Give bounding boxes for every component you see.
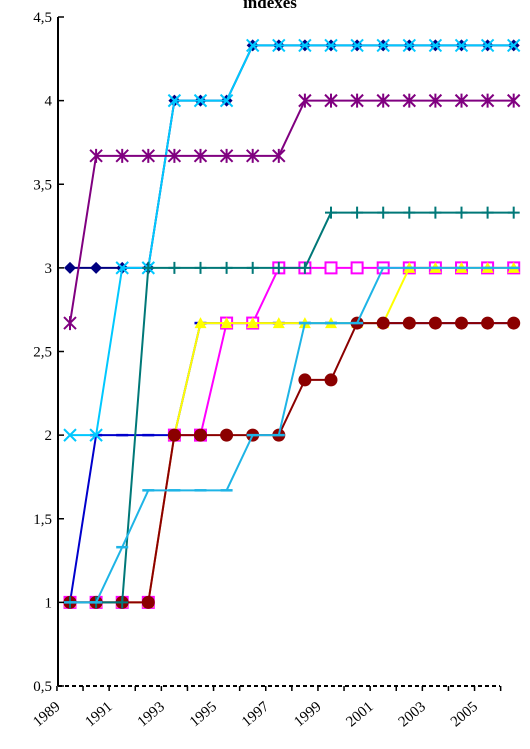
data-point [350, 93, 364, 108]
data-point [428, 93, 443, 108]
data-point [507, 316, 521, 330]
x-tick-label: 1993 [135, 699, 168, 731]
data-point [350, 261, 364, 275]
series-line [69, 99, 514, 324]
x-tick-label: 1991 [82, 699, 115, 731]
y-tick-label: 4 [45, 94, 53, 110]
data-point [193, 93, 208, 108]
data-point [506, 93, 521, 108]
data-point [219, 93, 234, 108]
y-tick-label: 1 [45, 595, 53, 611]
data-point [298, 373, 312, 387]
data-point [167, 93, 182, 108]
data-point [429, 206, 442, 219]
chart-title: indexes [243, 0, 297, 12]
data-point [480, 93, 495, 108]
x-tick-label: 1995 [187, 699, 220, 731]
y-tick-label: 1,5 [33, 512, 52, 528]
data-point [141, 148, 156, 163]
data-point [481, 316, 495, 330]
data-point [455, 206, 468, 219]
y-tick-label: 3 [45, 261, 53, 277]
data-point [272, 317, 285, 329]
data-point [402, 316, 416, 330]
data-point [141, 595, 155, 609]
data-point [220, 317, 233, 329]
data-point [376, 93, 390, 108]
data-point [428, 316, 442, 330]
data-point [194, 428, 207, 442]
data-point [64, 261, 76, 274]
data-point [89, 428, 103, 442]
data-point [376, 38, 390, 53]
data-point [220, 261, 233, 274]
data-point [194, 317, 207, 329]
series-9 [64, 266, 520, 604]
data-point [89, 148, 103, 163]
y-tick-label: 2 [45, 428, 53, 444]
data-point [167, 148, 182, 163]
data-point [507, 206, 520, 219]
data-point [298, 38, 312, 53]
data-point [324, 373, 338, 387]
series-7 [63, 316, 521, 609]
data-point [403, 206, 416, 219]
data-point [350, 38, 364, 53]
data-point [219, 148, 234, 163]
x-tick-label: 2001 [343, 699, 376, 731]
axes: 0,5 1 1,5 2 2,5 3 3,5 4 4,5 1989 1991 1993 1995 1997 1… [30, 10, 502, 731]
data-point [454, 38, 469, 53]
data-point [324, 38, 338, 53]
data-point [324, 261, 338, 275]
data-point [115, 148, 129, 163]
x-tick-label: 1999 [291, 699, 324, 731]
data-point [272, 261, 285, 274]
data-point [298, 261, 311, 274]
x-tick-label: 2003 [396, 699, 429, 731]
y-tick-label: 0,5 [33, 679, 52, 695]
data-point [63, 316, 77, 331]
y-tick-label: 4,5 [33, 10, 52, 26]
data-point [168, 261, 181, 274]
data-point [455, 316, 468, 330]
data-point [351, 206, 364, 219]
y-tick-label: 2,5 [33, 345, 52, 361]
data-point [245, 148, 260, 163]
series-line [70, 322, 514, 604]
data-point [220, 428, 234, 442]
data-point [115, 261, 129, 275]
series-6 [63, 93, 521, 331]
series-line [69, 322, 514, 603]
x-tick-label: 1997 [239, 698, 273, 730]
data-point [272, 38, 286, 53]
data-point [90, 261, 103, 274]
data-point [481, 206, 494, 219]
data-point [324, 93, 338, 108]
data-point [245, 38, 260, 53]
data-point [376, 316, 390, 330]
data-point [246, 261, 259, 274]
data-point [377, 206, 390, 219]
y-tick-label: 3,5 [33, 177, 52, 193]
data-point [142, 261, 155, 274]
x-tick-label: 1989 [30, 699, 63, 731]
data-point [402, 93, 417, 108]
data-point [402, 38, 417, 53]
data-point [298, 93, 312, 108]
data-point [116, 596, 129, 609]
data-point [480, 38, 495, 53]
data-point [325, 206, 337, 219]
data-point [428, 38, 443, 53]
data-point [167, 428, 181, 442]
data-point [246, 317, 259, 329]
data-point [193, 148, 208, 163]
data-point [194, 261, 207, 274]
data-point [272, 148, 286, 163]
data-point [63, 428, 77, 442]
data-point [506, 38, 521, 53]
data-point [454, 93, 469, 108]
plot-area [63, 38, 521, 609]
x-tick-label: 2005 [448, 699, 481, 731]
